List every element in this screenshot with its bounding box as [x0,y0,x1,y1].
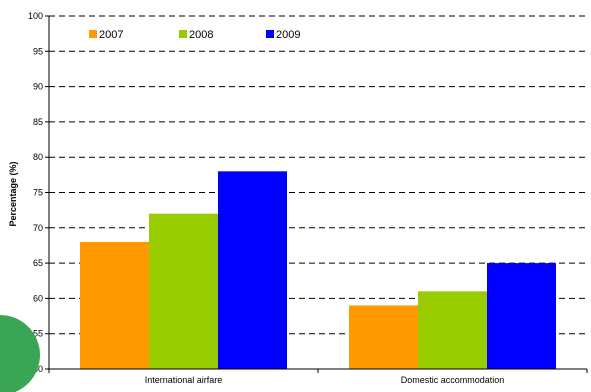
legend-label-2009: 2009 [276,29,300,41]
category-label: International airfare [145,375,223,385]
axes [48,16,588,373]
y-tick-label: 85 [33,117,43,127]
category-label: Domestic accommodation [401,375,505,385]
legend-swatch-2007 [89,30,97,38]
bars [80,171,556,369]
y-tick-label: 75 [33,188,43,198]
y-tick-label: 90 [33,82,43,92]
green-circle-badge [0,315,40,392]
x-axis-categories: International airfare Domestic accommodat… [145,375,505,385]
bar-2007-domestic-accommodation [349,305,418,369]
y-tick-label: 65 [33,258,43,268]
bar-2009-international-airfare [218,171,287,369]
bar-2009-domestic-accommodation [487,263,556,369]
legend-label-2007: 2007 [99,29,123,41]
y-axis-label: Percentage (%) [8,161,18,226]
legend: 2007 2008 2009 [89,29,300,41]
legend-swatch-2008 [179,30,187,38]
bar-2007-international-airfare [80,241,149,369]
y-tick-label: 55 [33,329,43,339]
y-tick-label: 60 [33,293,43,303]
y-tick-label: 80 [33,152,43,162]
legend-label-2008: 2008 [189,29,213,41]
y-tick-label: 50 [33,364,43,374]
y-tick-label: 100 [28,11,43,21]
y-tick-label: 70 [33,223,43,233]
y-tick-label: 95 [33,46,43,56]
bar-2008-international-airfare [149,213,218,369]
bar-2008-domestic-accommodation [418,291,487,369]
legend-swatch-2009 [266,30,274,38]
y-axis-ticks: 50 55 60 65 70 75 80 85 90 95 100 [28,11,49,374]
